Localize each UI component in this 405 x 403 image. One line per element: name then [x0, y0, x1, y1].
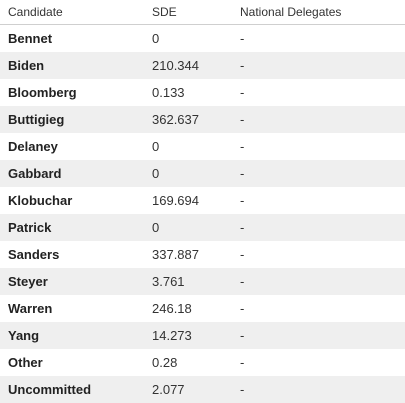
candidate-name: Delaney [8, 139, 58, 154]
candidate-name: Sanders [8, 247, 60, 262]
national-delegates-value: - [240, 31, 245, 46]
sde-value: 3.761 [144, 268, 232, 295]
sde-value: 0 [152, 139, 160, 154]
national-delegates-value: - [240, 193, 245, 208]
table-row: Uncommitted 2.077- [0, 376, 405, 403]
national-delegates-value: - [240, 301, 245, 316]
table-row: Patrick 0- [0, 214, 405, 241]
national-delegates-value: - [232, 106, 405, 133]
table-row: Gabbard 0- [0, 160, 405, 187]
national-delegates-value: - [232, 214, 405, 241]
national-delegates-value: - [232, 376, 405, 403]
candidate-name: Klobuchar [8, 193, 73, 208]
sde-value: 210.344 [144, 52, 232, 79]
national-delegates-value: - [232, 160, 405, 187]
candidate-name: Uncommitted [0, 376, 144, 403]
candidate-name: Gabbard [0, 160, 144, 187]
candidate-name: Buttigieg [0, 106, 144, 133]
national-delegates-value: - [232, 268, 405, 295]
sde-value: 14.273 [144, 322, 232, 349]
column-header-national-delegates: National Delegates [232, 0, 405, 25]
sde-value: 0.28 [152, 355, 178, 370]
table-row: Sanders 337.887 - [0, 241, 405, 268]
candidate-name: Bloomberg [8, 85, 77, 100]
table-row: Steyer 3.761- [0, 268, 405, 295]
table-row: Buttigieg 362.637- [0, 106, 405, 133]
national-delegates-value: - [240, 139, 245, 154]
candidate-name: Warren [8, 301, 53, 316]
national-delegates-value: - [232, 52, 405, 79]
national-delegates-value: - [240, 247, 245, 262]
candidate-name: Patrick [0, 214, 144, 241]
sde-value: 246.18 [152, 301, 192, 316]
national-delegates-value: - [232, 322, 405, 349]
table-row: Other 0.28 - [0, 349, 405, 376]
candidate-name: Biden [0, 52, 144, 79]
table-row: Biden 210.344- [0, 52, 405, 79]
sde-value: 0 [144, 214, 232, 241]
candidate-name: Yang [0, 322, 144, 349]
column-header-sde: SDE [144, 0, 232, 25]
sde-value: 0.133 [152, 85, 185, 100]
sde-value: 0 [152, 31, 160, 46]
candidate-name: Other [8, 355, 43, 370]
sde-value: 0 [144, 160, 232, 187]
national-delegates-value: - [240, 355, 245, 370]
sde-value: 362.637 [144, 106, 232, 133]
table-row: Bloomberg 0.133 - [0, 79, 405, 106]
table-body: Bennet 0- Biden 210.344- Bloomberg 0.133- Butt… [0, 25, 405, 403]
table-row: Bennet 0 - [0, 25, 405, 53]
table-row: Klobuchar 169.694 - [0, 187, 405, 214]
table-row: Yang 14.273- [0, 322, 405, 349]
national-delegates-value: - [240, 85, 245, 100]
table-row: Delaney 0 - [0, 133, 405, 160]
candidate-name: Steyer [0, 268, 144, 295]
sde-value: 337.887 [152, 247, 199, 262]
candidate-name: Bennet [8, 31, 53, 46]
sde-value: 2.077 [144, 376, 232, 403]
sde-value: 169.694 [152, 193, 199, 208]
column-header-candidate: Candidate [0, 0, 144, 25]
header-row: Candidate SDE National Delegates [0, 0, 405, 25]
table-row: Warren 246.18 - [0, 295, 405, 322]
